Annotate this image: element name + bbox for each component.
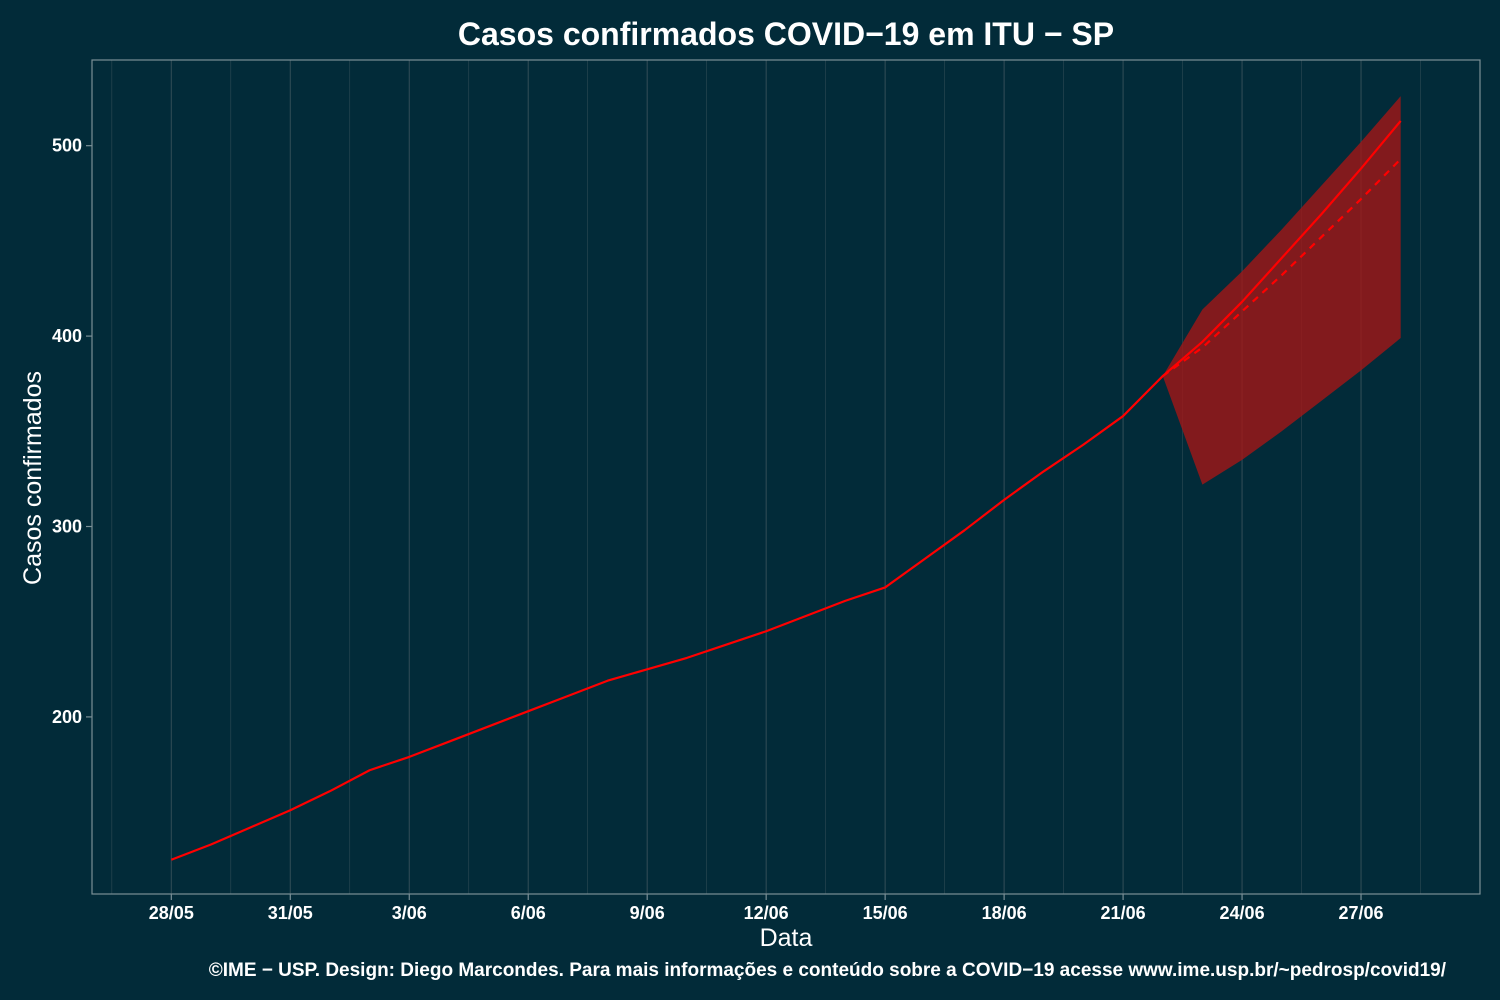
y-tick-label: 300 (52, 517, 82, 537)
prediction-band-layer (1162, 96, 1401, 485)
chart-title: Casos confirmados COVID−19 em ITU − SP (458, 16, 1114, 52)
x-tick-label: 24/06 (1220, 903, 1265, 923)
x-tick-label: 3/06 (392, 903, 427, 923)
y-axis-ticks: 200 300 400 500 (52, 136, 92, 727)
x-tick-label: 18/06 (982, 903, 1027, 923)
solid-series-line (170, 120, 1402, 861)
x-tick-label: 31/05 (268, 903, 313, 923)
plot-panel-border (91, 59, 1481, 895)
x-tick-label: 28/05 (149, 903, 194, 923)
x-tick-label: 27/06 (1339, 903, 1384, 923)
caption: ©IME − USP. Design: Diego Marcondes. Par… (209, 960, 1447, 981)
x-tick-label: 6/06 (511, 903, 546, 923)
x-axis-ticks: 28/05 31/05 3/06 6/06 9/06 12/06 15/06 18/06 21/… (149, 894, 1384, 923)
x-tick-label: 9/06 (630, 903, 665, 923)
series-layer (170, 120, 1402, 861)
x-tick-label: 21/06 (1101, 903, 1146, 923)
prediction-interval-band (1162, 96, 1401, 485)
x-tick-label: 15/06 (863, 903, 908, 923)
grid-lines (111, 60, 1421, 894)
x-axis-label: Data (760, 924, 813, 952)
y-tick-label: 500 (52, 136, 82, 156)
x-tick-label: 12/06 (744, 903, 789, 923)
y-tick-label: 200 (52, 707, 82, 727)
y-tick-label: 400 (52, 326, 82, 346)
y-axis-label: Casos confirmados (19, 371, 47, 585)
dashed-series-line (1162, 158, 1402, 377)
